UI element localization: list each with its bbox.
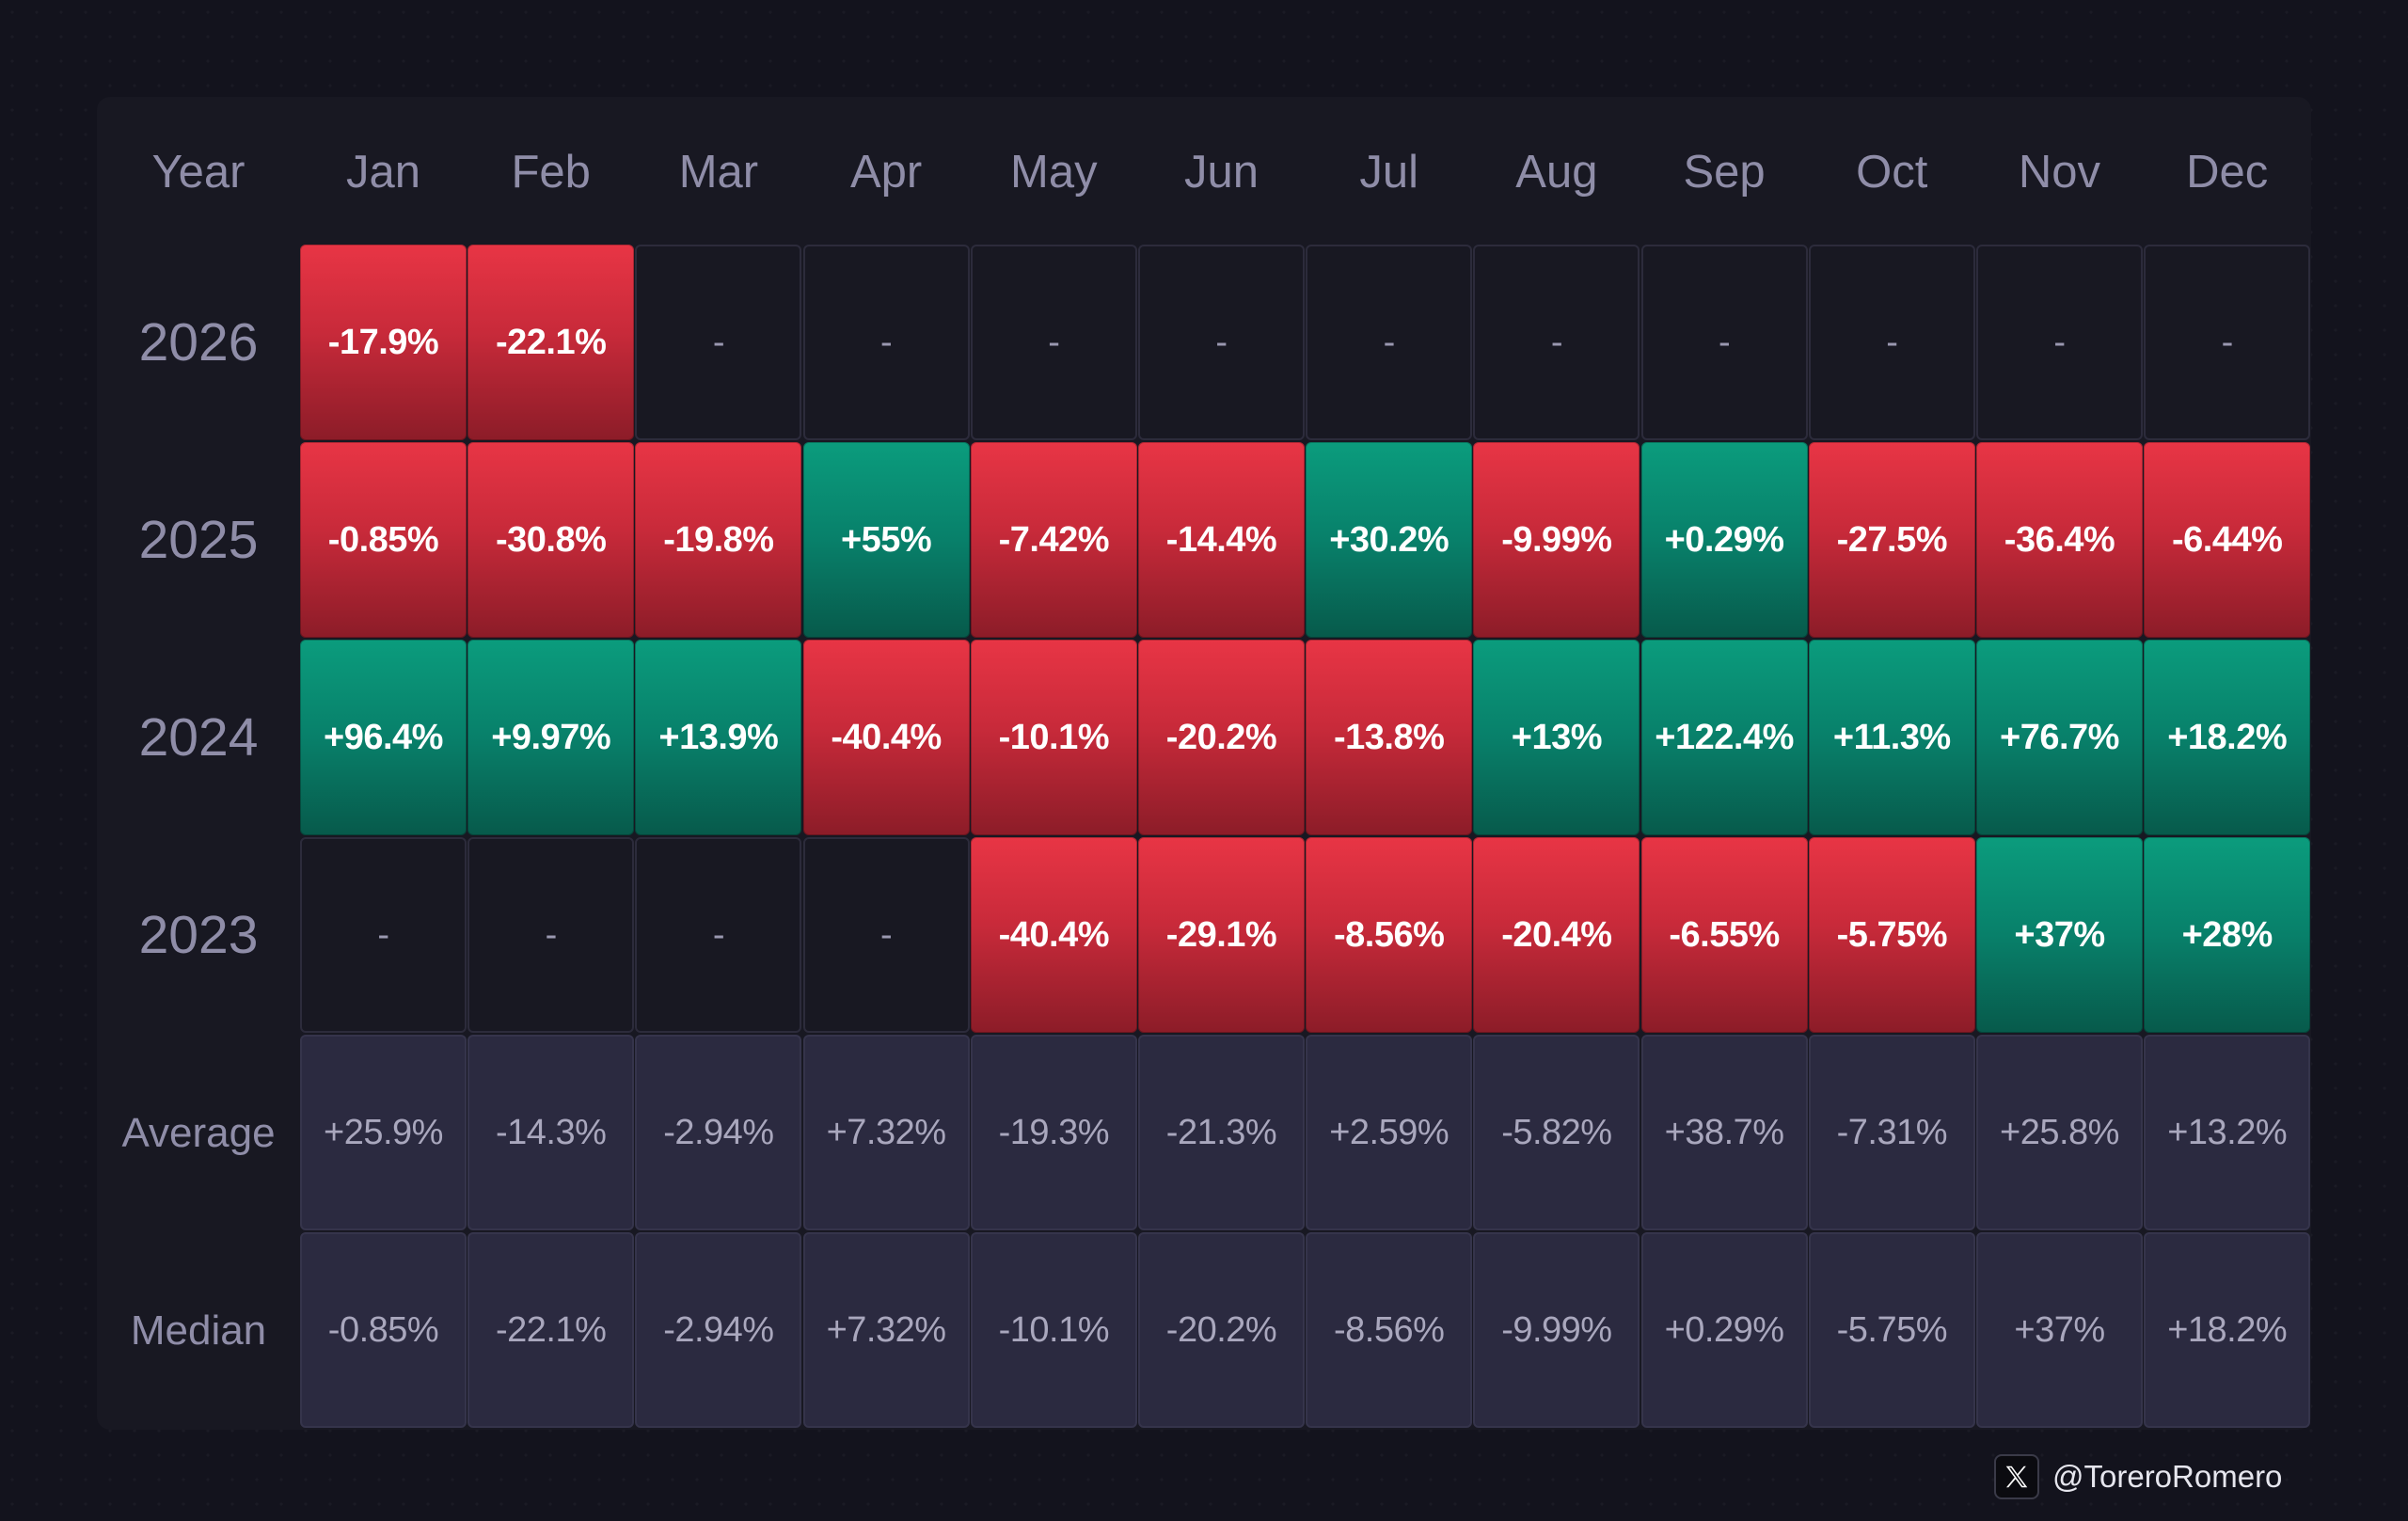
row-label-2023: 2023	[138, 905, 259, 965]
heatmap-cell-average-nov: +25.8%	[1976, 1035, 2143, 1230]
row-label-2024: 2024	[138, 707, 259, 768]
heatmap-cell-2025-jan: -0.85%	[300, 442, 467, 638]
heatmap-cell-average-sep: +38.7%	[1640, 1035, 1808, 1230]
header-month-aug: Aug	[1515, 147, 1598, 198]
heatmap-cell-2023-dec: +28%	[2144, 837, 2311, 1033]
heatmap-cell-2024-feb: +9.97%	[467, 640, 635, 835]
header-month-feb: Feb	[511, 147, 591, 198]
heatmap-cell-2023-jun: -29.1%	[1138, 837, 1305, 1033]
heatmap-cell-2023-jan: -	[300, 837, 467, 1033]
heatmap-cell-2023-sep: -6.55%	[1640, 837, 1808, 1033]
row-label-median: Median	[130, 1307, 267, 1354]
heatmap-cell-median-jun: -20.2%	[1138, 1232, 1305, 1428]
heatmap-cell-average-jul: +2.59%	[1306, 1035, 1473, 1230]
header-month-jun: Jun	[1183, 147, 1259, 198]
header-row: Year Jan Feb Mar Apr May Jun Jul Aug Sep Oct Nov Dec	[97, 125, 2311, 219]
heatmap-cell-average-aug: -5.82%	[1473, 1035, 1640, 1230]
heatmap-cell-2023-apr: -	[802, 837, 970, 1033]
header-month-jul: Jul	[1359, 147, 1418, 198]
heatmap-cell-2026-dec: -	[2144, 245, 2311, 440]
heatmap-cell-2024-jan: +96.4%	[300, 640, 467, 835]
heatmap-cell-2026-feb: -22.1%	[467, 245, 635, 440]
heatmap-cell-2023-may: -40.4%	[970, 837, 1137, 1033]
heatmap-cell-2024-may: -10.1%	[970, 640, 1137, 835]
header-month-may: May	[1010, 147, 1098, 198]
heatmap-cell-2023-oct: -5.75%	[1808, 837, 1975, 1033]
header-month-nov: Nov	[2018, 147, 2101, 198]
heatmap-cell-2025-dec: -6.44%	[2144, 442, 2311, 638]
heatmap-cell-average-dec: +13.2%	[2144, 1035, 2311, 1230]
row-label-2026: 2026	[138, 312, 259, 372]
heatmap-cell-median-mar: -2.94%	[635, 1232, 802, 1428]
heatmap-cell-average-jan: +25.9%	[300, 1035, 467, 1230]
row-label-average: Average	[121, 1110, 276, 1156]
heatmap-cell-2025-oct: -27.5%	[1808, 442, 1975, 638]
heatmap-cell-median-apr: +7.32%	[802, 1232, 970, 1428]
heatmap-cell-2024-aug: +13%	[1473, 640, 1640, 835]
heatmap-cell-2024-jun: -20.2%	[1138, 640, 1305, 835]
heatmap-cell-2025-sep: +0.29%	[1640, 442, 1808, 638]
credit: @ToreroRomero	[1994, 1453, 2282, 1500]
heatmap-cell-median-may: -10.1%	[970, 1232, 1137, 1428]
heatmap-cell-2025-jun: -14.4%	[1138, 442, 1305, 638]
heatmap-cell-median-dec: +18.2%	[2144, 1232, 2311, 1428]
heatmap-cell-2023-jul: -8.56%	[1306, 837, 1473, 1033]
heatmap-cell-2025-jul: +30.2%	[1306, 442, 1473, 638]
heatmap-cell-median-jan: -0.85%	[300, 1232, 467, 1428]
heatmap-cell-median-sep: +0.29%	[1640, 1232, 1808, 1428]
header-year: Year	[151, 147, 246, 198]
heatmap-cell-2026-aug: -	[1473, 245, 1640, 440]
heatmap-cell-2026-mar: -	[635, 245, 802, 440]
heatmap-cell-2026-may: -	[970, 245, 1137, 440]
heatmap-cell-average-mar: -2.94%	[635, 1035, 802, 1230]
heatmap-cell-2023-aug: -20.4%	[1473, 837, 1640, 1033]
heatmap-cell-average-oct: -7.31%	[1808, 1035, 1975, 1230]
heatmap-cell-2024-apr: -40.4%	[802, 640, 970, 835]
heatmap-cell-average-may: -19.3%	[970, 1035, 1137, 1230]
heatmap-cell-2026-jan: -17.9%	[300, 245, 467, 440]
heatmap-cell-median-feb: -22.1%	[467, 1232, 635, 1428]
heatmap-cell-2026-sep: -	[1640, 245, 1808, 440]
x-logo-icon	[1994, 1454, 2039, 1499]
heatmap-cell-2023-nov: +37%	[1976, 837, 2143, 1033]
heatmap-cell-2025-mar: -19.8%	[635, 442, 802, 638]
heatmap-cell-2024-oct: +11.3%	[1808, 640, 1975, 835]
heatmap-cell-median-aug: -9.99%	[1473, 1232, 1640, 1428]
heatmap-cell-2026-jun: -	[1138, 245, 1305, 440]
heatmap-cell-2023-feb: -	[467, 837, 635, 1033]
x-logo-glyph	[2005, 1466, 2028, 1488]
heatmap-cell-2025-nov: -36.4%	[1976, 442, 2143, 638]
heatmap-cell-2024-mar: +13.9%	[635, 640, 802, 835]
header-month-jan: Jan	[345, 147, 420, 198]
header-month-sep: Sep	[1683, 147, 1766, 198]
heatmap-cell-2024-jul: -13.8%	[1306, 640, 1473, 835]
heatmap-cell-2025-aug: -9.99%	[1473, 442, 1640, 638]
heatmap-cell-2025-apr: +55%	[802, 442, 970, 638]
heatmap-cell-median-jul: -8.56%	[1306, 1232, 1473, 1428]
heatmap-cell-2024-nov: +76.7%	[1976, 640, 2143, 835]
heatmap-cell-average-apr: +7.32%	[802, 1035, 970, 1230]
heatmap-cell-average-feb: -14.3%	[467, 1035, 635, 1230]
heatmap-cell-2026-jul: -	[1306, 245, 1473, 440]
heatmap-cell-median-oct: -5.75%	[1808, 1232, 1975, 1428]
credit-handle: @ToreroRomero	[2052, 1459, 2283, 1494]
heatmap-cell-2026-nov: -	[1976, 245, 2143, 440]
heatmap-cell-median-nov: +37%	[1976, 1232, 2143, 1428]
header-month-dec: Dec	[2186, 147, 2269, 198]
heatmap-cell-2024-sep: +122.4%	[1640, 640, 1808, 835]
heatmap-cell-2023-mar: -	[635, 837, 802, 1033]
heatmap-cell-2026-apr: -	[802, 245, 970, 440]
heatmap-cell-2026-oct: -	[1808, 245, 1975, 440]
header-month-apr: Apr	[849, 147, 923, 198]
heatmap-cell-2025-may: -7.42%	[970, 442, 1137, 638]
header-month-mar: Mar	[678, 147, 759, 198]
row-label-2025: 2025	[138, 510, 259, 570]
heatmap-cell-2024-dec: +18.2%	[2144, 640, 2311, 835]
heatmap-cell-average-jun: -21.3%	[1138, 1035, 1305, 1230]
header-month-oct: Oct	[1856, 147, 1928, 198]
heatmap-cell-2025-feb: -30.8%	[467, 442, 635, 638]
